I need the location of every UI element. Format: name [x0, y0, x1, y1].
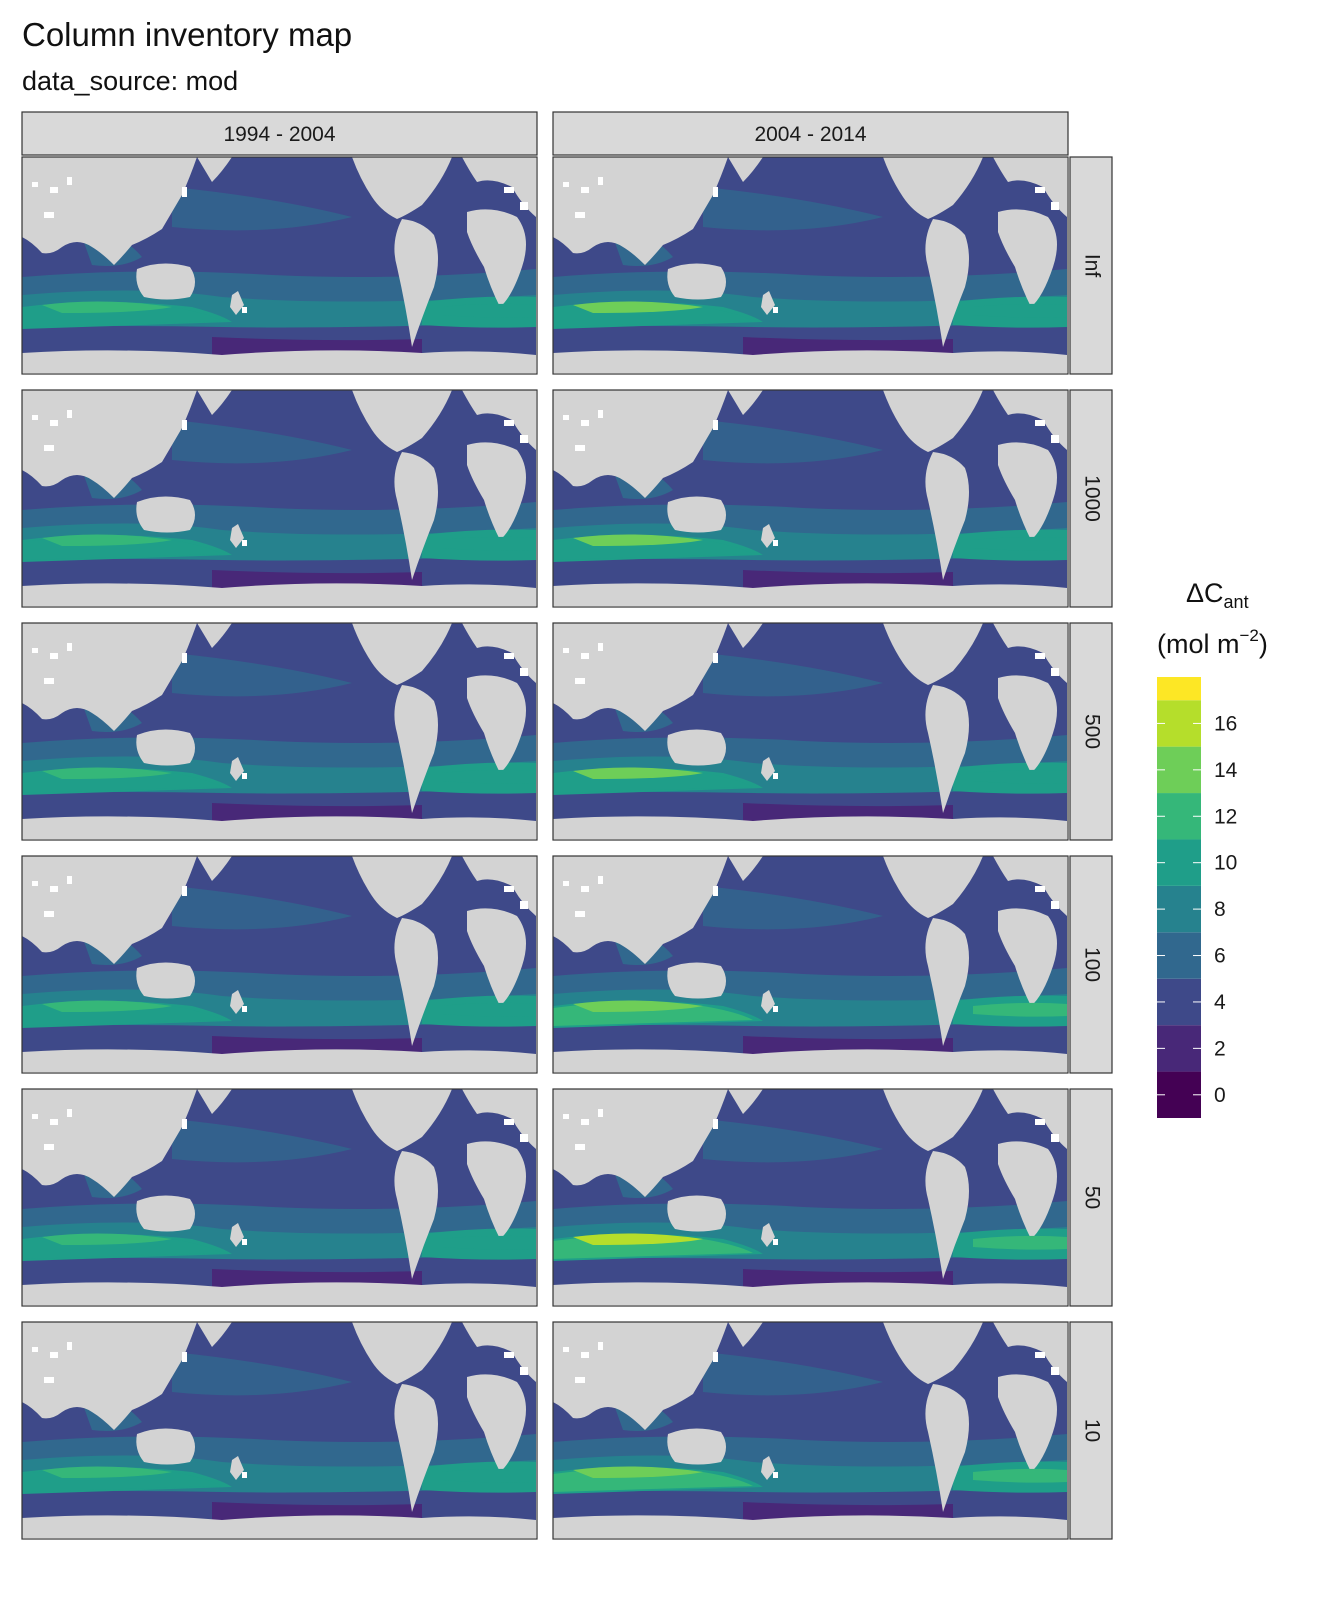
legend-unit-exp: −2: [1239, 626, 1259, 645]
row-strip-label: 1000: [1080, 475, 1103, 522]
map-panel: [552, 389, 1069, 608]
southern-max-band: [573, 767, 703, 779]
row-strip-label: 50: [1080, 1186, 1103, 1209]
map-panel: [552, 1088, 1069, 1307]
southern-max-band: [42, 534, 172, 546]
atlantic-band: [442, 1235, 536, 1250]
column-strip: [21, 111, 538, 156]
atlantic-band: [973, 303, 1067, 318]
legend-break-label: 16: [1214, 712, 1237, 735]
map-panel: [552, 855, 1069, 1074]
column-strip-label: 2004 - 2014: [754, 123, 866, 146]
panel-border: [21, 156, 538, 375]
atlantic-band: [442, 1002, 536, 1017]
map-panel: [21, 1321, 538, 1540]
panel-border: [21, 622, 538, 841]
map-base: [22, 157, 536, 373]
legend-title-main: ΔC: [1186, 578, 1224, 608]
panel-border: [552, 156, 1069, 375]
map-base: [553, 1089, 1067, 1305]
panel-border: [552, 1088, 1069, 1307]
panel-border: [552, 622, 1069, 841]
panel-border: [21, 855, 538, 1074]
map-base: [22, 856, 536, 1072]
map-panel: [552, 1321, 1069, 1540]
atlantic-band: [442, 303, 536, 318]
southern-max-band: [573, 1233, 703, 1245]
southern-max-band: [42, 1466, 172, 1478]
atlantic-band: [973, 1468, 1067, 1483]
legend-unit-prefix: (mol m: [1157, 629, 1240, 659]
column-strip: [552, 111, 1069, 156]
panel-border: [552, 1321, 1069, 1540]
legend-break-label: 14: [1214, 759, 1238, 782]
map-panel: [21, 156, 538, 375]
map-base: [22, 1089, 536, 1305]
map-panel: [21, 855, 538, 1074]
legend-break-label: 2: [1214, 1037, 1226, 1060]
southern-max-band: [42, 1233, 172, 1245]
legend-title: ΔCant: [1186, 578, 1249, 613]
row-strip-label: 100: [1080, 947, 1103, 982]
legend-unit: (mol m−2): [1157, 626, 1268, 660]
legend-break-label: 8: [1214, 898, 1226, 921]
row-strip-label: Inf: [1080, 254, 1103, 278]
atlantic-band: [973, 536, 1067, 551]
map-base: [22, 623, 536, 839]
map-base: [553, 623, 1067, 839]
panel-border: [21, 389, 538, 608]
map-base: [553, 1322, 1067, 1538]
row-strip-label: 10: [1080, 1419, 1103, 1442]
atlantic-band: [442, 769, 536, 784]
row-strip-label: 500: [1080, 714, 1103, 749]
map-base: [553, 157, 1067, 373]
atlantic-band: [442, 1468, 536, 1483]
map-base: [22, 390, 536, 606]
column-strip-label: 1994 - 2004: [223, 123, 335, 146]
atlantic-band: [973, 769, 1067, 784]
southern-max-band: [573, 534, 703, 546]
map-panel: [21, 622, 538, 841]
legend-break-label: 4: [1214, 991, 1226, 1014]
southern-max-band: [42, 1000, 172, 1012]
legend-break-label: 10: [1214, 852, 1237, 875]
map-panel: [552, 156, 1069, 375]
legend-break-label: 12: [1214, 805, 1237, 828]
panel-border: [552, 389, 1069, 608]
panel-border: [21, 1321, 538, 1540]
row-strip: [1069, 1088, 1113, 1307]
map-panel: [21, 389, 538, 608]
map-base: [22, 1322, 536, 1538]
southern-max-band: [573, 301, 703, 313]
map-panel: [552, 622, 1069, 841]
map-panel: [21, 1088, 538, 1307]
panel-border: [552, 855, 1069, 1074]
plot-title: Column inventory map: [22, 16, 353, 53]
plot-subtitle: data_source: mod: [22, 66, 239, 96]
legend-break-label: 0: [1214, 1084, 1226, 1107]
atlantic-band: [973, 1002, 1067, 1017]
row-strip: [1069, 1321, 1113, 1540]
legend-break-label: 6: [1214, 945, 1226, 968]
atlantic-band: [442, 536, 536, 551]
row-strip: [1069, 622, 1113, 841]
atlantic-band: [973, 1235, 1067, 1250]
panel-border: [21, 1088, 538, 1307]
southern-max-band: [573, 1000, 703, 1012]
southern-max-band: [573, 1466, 703, 1478]
map-base: [553, 856, 1067, 1072]
map-base: [553, 390, 1067, 606]
legend-unit-suffix: ): [1258, 629, 1268, 659]
southern-max-band: [42, 767, 172, 779]
row-strip: [1069, 389, 1113, 608]
row-strip: [1069, 156, 1113, 375]
legend-swatch: [1157, 677, 1201, 701]
row-strip: [1069, 855, 1113, 1074]
legend-title-sub: ant: [1223, 592, 1249, 612]
southern-max-band: [42, 301, 172, 313]
